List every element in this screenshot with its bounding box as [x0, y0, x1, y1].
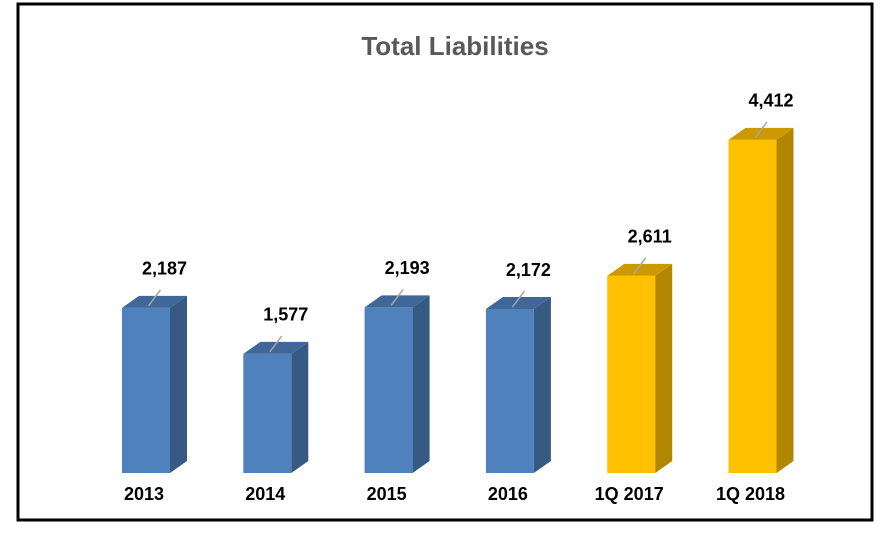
chart-title: Total Liabilities	[361, 31, 548, 61]
leader-line	[147, 289, 162, 307]
value-label: 1,577	[263, 305, 308, 325]
bar-side	[412, 295, 430, 473]
x-tick-label: 2014	[245, 484, 285, 504]
leader-line	[269, 335, 283, 353]
bar-top	[607, 263, 673, 276]
x-tick-label: 1Q 2017	[595, 484, 664, 504]
bar-top	[485, 297, 551, 310]
leader-line	[754, 121, 768, 139]
bar-side	[170, 295, 187, 473]
value-label: 4,412	[748, 91, 793, 111]
value-label: 2,611	[628, 227, 672, 247]
x-tick-label: 2015	[367, 484, 407, 504]
bar-top	[728, 127, 794, 140]
bar-side	[655, 263, 673, 473]
bar-side	[776, 127, 794, 474]
bar-top	[364, 295, 430, 308]
bar	[728, 139, 777, 474]
leader-line	[390, 288, 404, 306]
bar	[607, 275, 656, 473]
bar-side	[533, 297, 551, 473]
bar	[243, 353, 292, 473]
bar-top	[122, 295, 187, 308]
bar-top	[243, 341, 309, 354]
bar	[364, 307, 413, 473]
x-tick-label: 2013	[124, 484, 164, 504]
bar	[122, 307, 170, 473]
x-tick-label: 1Q 2018	[716, 484, 785, 504]
leader-line	[511, 290, 526, 308]
bar	[485, 309, 534, 473]
leader-line	[633, 257, 647, 275]
value-label: 2,187	[142, 259, 187, 279]
x-tick-label: 2016	[488, 484, 528, 504]
bar-side	[291, 341, 309, 473]
value-label: 2,193	[385, 258, 430, 278]
value-label: 2,172	[506, 260, 551, 280]
